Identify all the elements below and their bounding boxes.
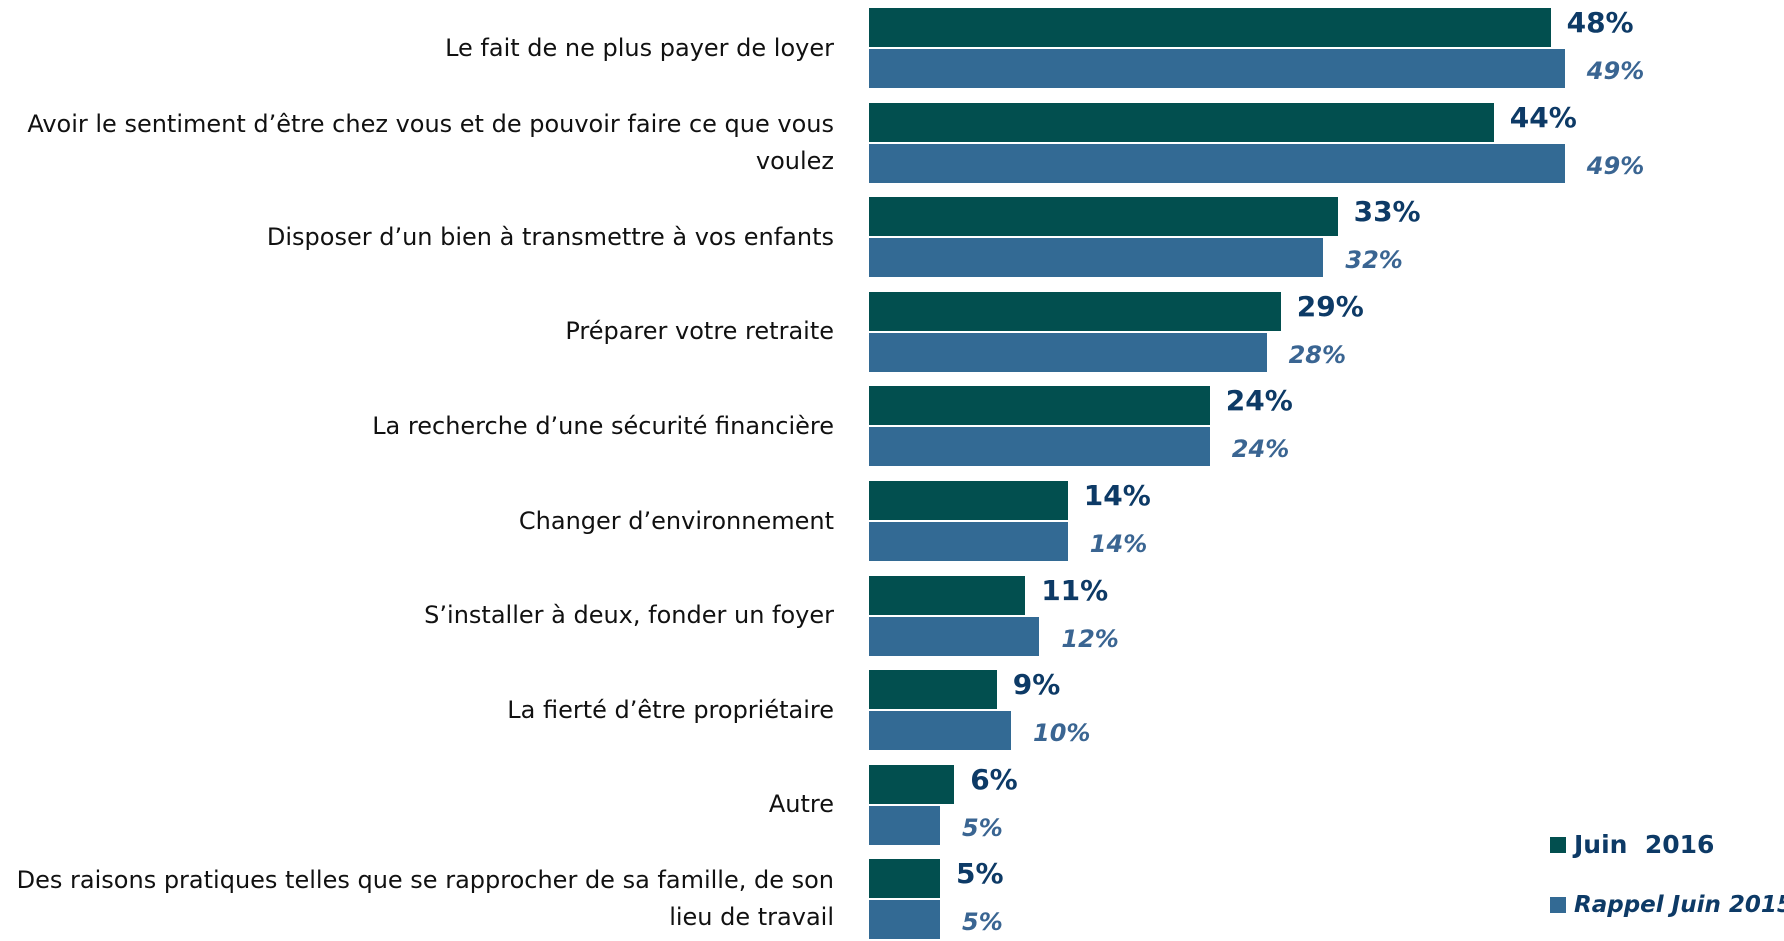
- category-label: Préparer votre retraite: [565, 317, 834, 346]
- legend-item: Juin 2016: [1550, 830, 1714, 859]
- value-label: 5%: [962, 813, 1003, 842]
- value-label: 44%: [1509, 100, 1577, 134]
- category-label: Des raisons pratiques telles que se rapp…: [16, 866, 834, 932]
- bar: [869, 197, 1338, 237]
- bar: [869, 8, 1551, 47]
- value-label: 9%: [1012, 668, 1061, 702]
- bar: [869, 670, 997, 710]
- bar: [869, 900, 940, 940]
- bar: [869, 575, 1026, 615]
- value-label: 14%: [1089, 530, 1148, 558]
- bar: [869, 764, 955, 804]
- value-label: 12%: [1061, 624, 1119, 653]
- value-label: 49%: [1586, 57, 1645, 85]
- bar: [869, 386, 1210, 426]
- bar: [869, 711, 1011, 751]
- value-label: 33%: [1353, 195, 1421, 229]
- bar: [869, 291, 1281, 331]
- bar: [869, 805, 940, 845]
- value-label: 29%: [1296, 289, 1364, 323]
- value-label: 14%: [1083, 479, 1151, 512]
- category-label: La recherche d’une sécurité financière: [372, 411, 834, 440]
- category-label: S’installer à deux, fonder un foyer: [424, 601, 834, 630]
- category-label: Le fait de ne plus payer de loyer: [445, 33, 834, 62]
- legend-label: Rappel Juin 2015: [1574, 892, 1784, 918]
- bar: [869, 238, 1324, 278]
- bar: [869, 332, 1267, 372]
- value-label: 24%: [1231, 435, 1290, 464]
- value-label: 24%: [1225, 384, 1293, 418]
- bar: [869, 616, 1040, 656]
- category-label: Avoir le sentiment d’être chez vous et d…: [27, 109, 834, 175]
- value-label: 32%: [1345, 246, 1403, 275]
- value-label: 5%: [962, 908, 1003, 937]
- legend-item: Rappel Juin 2015: [1550, 892, 1784, 918]
- category-label: La fierté d’être propriétaire: [507, 695, 834, 724]
- bar: [869, 143, 1565, 183]
- bar: [869, 522, 1068, 561]
- value-label: 10%: [1033, 719, 1091, 748]
- legend-label: Juin 2016: [1574, 830, 1715, 859]
- value-label: 5%: [956, 857, 1004, 891]
- category-label: Disposer d’un bien à transmettre à vos e…: [266, 222, 834, 251]
- legend-swatch: [1550, 836, 1566, 853]
- value-label: 48%: [1566, 6, 1634, 39]
- bar: [869, 859, 940, 899]
- value-label: 49%: [1586, 151, 1645, 180]
- category-label: Autre: [768, 790, 834, 819]
- value-label: 11%: [1041, 573, 1109, 607]
- bar: [869, 49, 1565, 88]
- bar: [869, 427, 1210, 467]
- value-label: 28%: [1288, 340, 1347, 369]
- category-label: Changer d’environnement: [518, 506, 834, 535]
- bar: [869, 481, 1068, 520]
- value-label: 6%: [970, 762, 1018, 796]
- bar: [869, 102, 1494, 142]
- legend-swatch: [1550, 897, 1566, 913]
